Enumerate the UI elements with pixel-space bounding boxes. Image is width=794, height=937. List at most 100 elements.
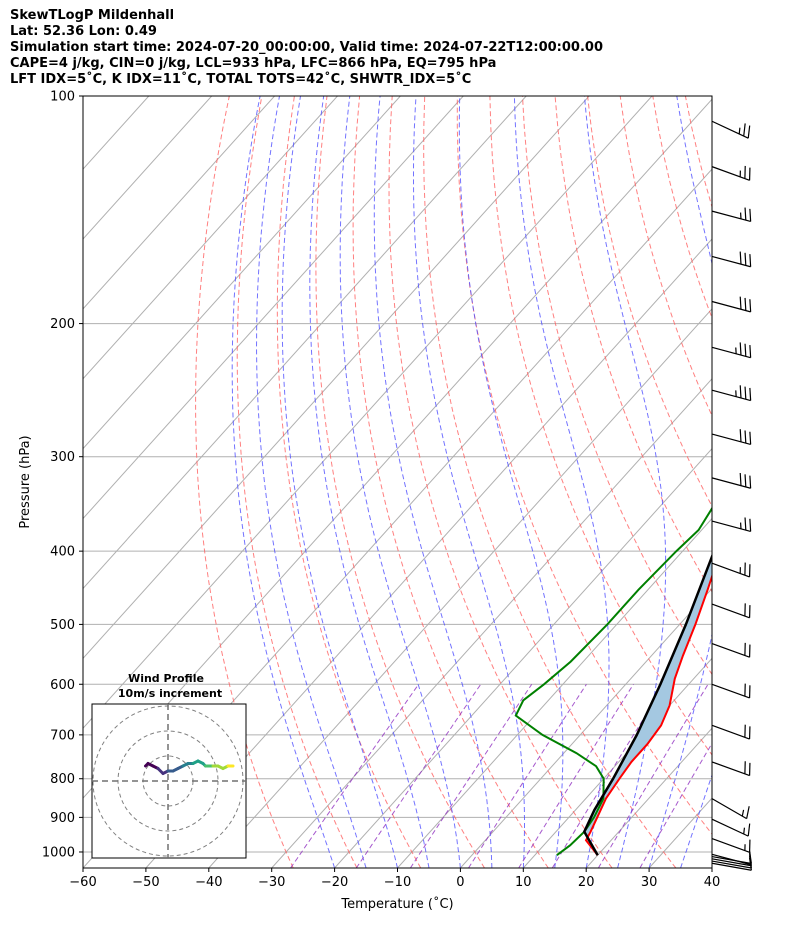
dry-adiabat-line: [619, 96, 712, 417]
barb-flag: [749, 431, 752, 445]
wind-barb: [711, 429, 752, 445]
isotherm-line: [397, 517, 712, 868]
isotherm-line: [83, 96, 213, 240]
x-tick-label: 0: [456, 875, 464, 890]
mixing-ratio-line: [468, 684, 587, 868]
y-tick-label: 700: [50, 728, 75, 743]
parcel-line: [582, 553, 712, 856]
isotherm-line: [83, 96, 590, 660]
moist-adiabat-line: [584, 96, 667, 868]
moist-adiabat-line: [281, 96, 398, 868]
barb-shaft: [711, 761, 750, 777]
inset-subtitle: 10m/s increment: [118, 687, 222, 700]
y-axis-label: Pressure (hPa): [18, 435, 33, 528]
wind-barb: [711, 761, 751, 777]
barb-shaft: [711, 818, 749, 837]
inset-clip-group: [92, 704, 246, 858]
dry-adiabat-line: [388, 96, 613, 868]
moist-adiabat-line: [339, 96, 461, 868]
wind-barb: [711, 517, 752, 533]
barb-flag: [744, 517, 747, 531]
x-axis-label: Temperature (˚C): [340, 896, 453, 912]
wind-barb: [711, 342, 752, 359]
barb-flag: [739, 429, 742, 442]
barb-shaft: [711, 389, 751, 402]
time-line: Simulation start time: 2024-07-20_00:00:…: [10, 40, 603, 55]
barb-shaft: [711, 562, 750, 578]
wind-barb: [711, 562, 751, 578]
x-tick-label: −40: [195, 875, 222, 890]
barb-flag: [743, 123, 746, 137]
x-tick-label: −30: [258, 875, 285, 890]
mixing-ratio-line: [639, 742, 712, 868]
isotherm-line: [83, 96, 401, 450]
moist-adiabat-line: [373, 96, 493, 868]
x-tick-label: 10: [515, 875, 532, 890]
isotherm-line: [648, 797, 712, 868]
barb-flag: [739, 385, 742, 399]
x-tick-label: −50: [132, 875, 159, 890]
wind-barb: [711, 207, 752, 223]
barb-shaft: [711, 120, 749, 139]
isotherm-line: [83, 96, 527, 590]
barb-shaft: [711, 255, 751, 268]
hodograph-inset: Wind Profile 10m/s increment: [91, 672, 247, 859]
barb-shaft: [711, 642, 750, 658]
barb-shaft: [711, 210, 751, 223]
barb-flag: [749, 345, 752, 358]
isotherm-line: [145, 238, 712, 868]
plot-clip-group: [83, 96, 794, 868]
x-tick-label: 20: [578, 875, 595, 890]
wind-barb: [711, 683, 751, 699]
barb-flag: [749, 299, 752, 312]
isotherm-line: [208, 308, 712, 868]
dry-adiabat-line: [751, 96, 794, 868]
barb-flag: [746, 806, 750, 819]
barb-shaft: [711, 166, 750, 181]
wind-barb: [711, 724, 751, 740]
barb-flag: [744, 207, 747, 221]
moist-adiabat-line: [680, 773, 712, 868]
chart-title-block: SkewTLogP Mildenhall Lat: 52.36 Lon: 0.4…: [10, 8, 603, 88]
mixing-ratio-line: [551, 684, 666, 868]
barb-flag: [749, 208, 752, 222]
barb-flag: [749, 387, 752, 401]
mixing-ratio-line: [518, 684, 634, 868]
inset-title: Wind Profile: [128, 672, 204, 685]
barb-flag: [747, 823, 751, 837]
barb-half-flag: [738, 127, 741, 135]
y-tick-label: 600: [50, 678, 75, 693]
isotherm-line: [83, 96, 464, 520]
index-line: LFT IDX=5˚C, K IDX=11˚C, TOTAL TOTS=42˚C…: [10, 72, 472, 87]
temperature-line: [584, 573, 712, 856]
isotherm-line: [460, 587, 712, 868]
y-tick-label: 1000: [42, 845, 75, 860]
moist-adiabat-line: [309, 96, 430, 868]
dry-adiabat-line: [315, 96, 485, 868]
barb-flag: [749, 475, 752, 489]
isotherm-line: [83, 96, 275, 310]
dry-adiabat-line: [236, 96, 358, 868]
wind-barb: [711, 798, 750, 820]
barb-half-flag: [741, 809, 745, 817]
wind-barb: [711, 642, 751, 658]
barb-flag: [739, 472, 742, 486]
barb-flag: [749, 518, 752, 532]
location-line: Lat: 52.36 Lon: 0.49: [10, 24, 157, 39]
dry-adiabat-line: [352, 96, 549, 868]
isotherm-line: [522, 657, 712, 868]
barb-shaft: [711, 300, 751, 313]
moist-adiabat-line: [255, 96, 367, 868]
barb-flag: [744, 252, 747, 266]
dry-adiabat-line: [195, 96, 294, 868]
wind-barb: [711, 251, 752, 268]
dry-adiabat-line: [489, 96, 712, 756]
isotherm-line: [83, 96, 338, 380]
wind-barb: [711, 603, 751, 619]
y-tick-label: 300: [50, 450, 75, 465]
barb-flag: [744, 430, 747, 444]
wind-barbs: [711, 120, 752, 871]
barb-flag: [749, 851, 752, 865]
barb-shaft: [711, 520, 751, 533]
